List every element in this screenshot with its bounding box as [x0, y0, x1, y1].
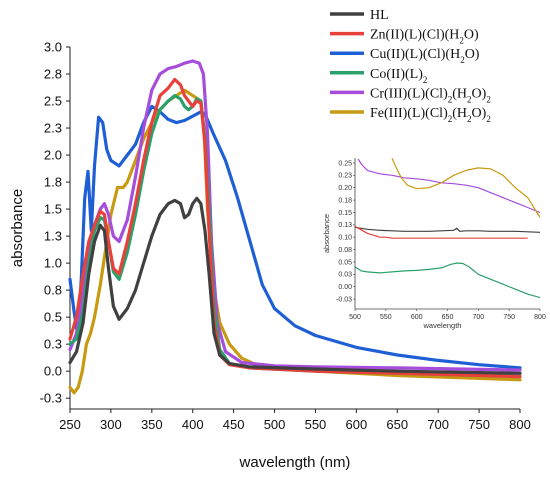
y-tick-label: 0.0: [44, 364, 62, 379]
inset-x-tick-label: 600: [411, 314, 423, 321]
x-tick-label: 550: [305, 417, 327, 432]
legend-label-hl: HL: [370, 8, 389, 23]
y-tick-label: 1.8: [44, 175, 62, 190]
inset-x-axis-title: wavelength: [423, 321, 462, 330]
inset-series-group: [355, 158, 540, 299]
series-line-hl: [68, 196, 522, 375]
legend-label-cu-ii-l-cl-h2o: Cu(II)(L)(Cl)(H2O): [370, 47, 480, 65]
inset-y-tick-label: 0.08: [338, 247, 352, 254]
x-tick-label: 600: [346, 417, 368, 432]
x-tick-label: 700: [427, 417, 449, 432]
inset-y-tick-label: -0.03: [336, 296, 352, 303]
inset-y-tick-label: 0.03: [338, 272, 352, 279]
inset-y-tick-label: 0.18: [338, 197, 352, 204]
x-tick-label: 500: [264, 417, 286, 432]
inset-series-line-hl: [355, 226, 540, 233]
x-axis-title: wavelength (nm): [239, 454, 351, 471]
x-tick-label: 300: [100, 417, 122, 432]
inset-x-tick-label: 800: [534, 314, 546, 321]
y-tick-label: 1.0: [44, 256, 62, 271]
x-tick-label: 350: [141, 417, 163, 432]
inset-y-tick-label: 0.13: [338, 222, 352, 229]
y-tick-label: 3.0: [44, 40, 62, 55]
legend-label-zn-ii-l-cl-h2o: Zn(II)(L)(Cl)(H2O): [370, 28, 479, 46]
x-tick-label: 650: [386, 417, 408, 432]
legend-label-co-ii-l-2: Co(II)(L)2: [370, 67, 427, 85]
inset-y-tick-label: 0.10: [338, 235, 352, 242]
y-tick-label: 2.8: [44, 67, 62, 82]
y-tick-label: 0.3: [44, 337, 62, 352]
inset-x-tick-label: 550: [380, 314, 392, 321]
x-tick-label: 750: [468, 417, 490, 432]
y-tick-label: 2.3: [44, 121, 62, 136]
legend-label-fe-iii-l-cl-2-h2o-2: Fe(III)(L)(Cl)2(H2O)2: [370, 106, 491, 124]
y-tick-label: 0.5: [44, 310, 62, 325]
x-tick-label: 250: [59, 417, 81, 432]
y-tick-label: 2.0: [44, 148, 62, 163]
y-tick-label: 1.3: [44, 229, 62, 244]
y-tick-label: -0.3: [40, 391, 62, 406]
inset-y-tick-label: 0.20: [338, 185, 352, 192]
series-line-fe-iii-l-cl-2-h2o-2: [68, 88, 522, 395]
y-tick-label: 1.5: [44, 202, 62, 217]
inset-series-line-fe-iii-l-cl-2-h2o-2: [391, 158, 540, 218]
inset-y-axis-title: absorbance: [322, 214, 331, 253]
inset-x-tick-label: 500: [349, 314, 361, 321]
legend-label-cr-iii-l-cl-2-h2o-2: Cr(III)(L)(Cl)2(H2O)2: [370, 86, 491, 104]
inset-background: [355, 158, 540, 309]
x-tick-label: 400: [182, 417, 204, 432]
inset-x-tick-label: 750: [503, 314, 515, 321]
y-axis-title: absorbance: [9, 189, 26, 267]
x-tick-label: 800: [509, 417, 531, 432]
inset-x-tick-label: 650: [442, 314, 454, 321]
inset-x-tick-label: 700: [472, 314, 484, 321]
inset-y-tick-label: 0.25: [338, 160, 352, 167]
y-tick-label: 2.5: [44, 94, 62, 109]
inset-series-line-co-ii-l-2: [355, 262, 540, 299]
inset-y-tick-label: 0.15: [338, 210, 352, 217]
inset-y-tick-label: 0.00: [338, 284, 352, 291]
inset-series-line-zn-ii-l-cl-h2o: [355, 225, 528, 239]
inset-y-tick-label: 0.05: [338, 259, 352, 266]
x-tick-label: 450: [223, 417, 245, 432]
inset-y-tick-label: 0.23: [338, 173, 352, 180]
y-tick-label: 0.8: [44, 283, 62, 298]
